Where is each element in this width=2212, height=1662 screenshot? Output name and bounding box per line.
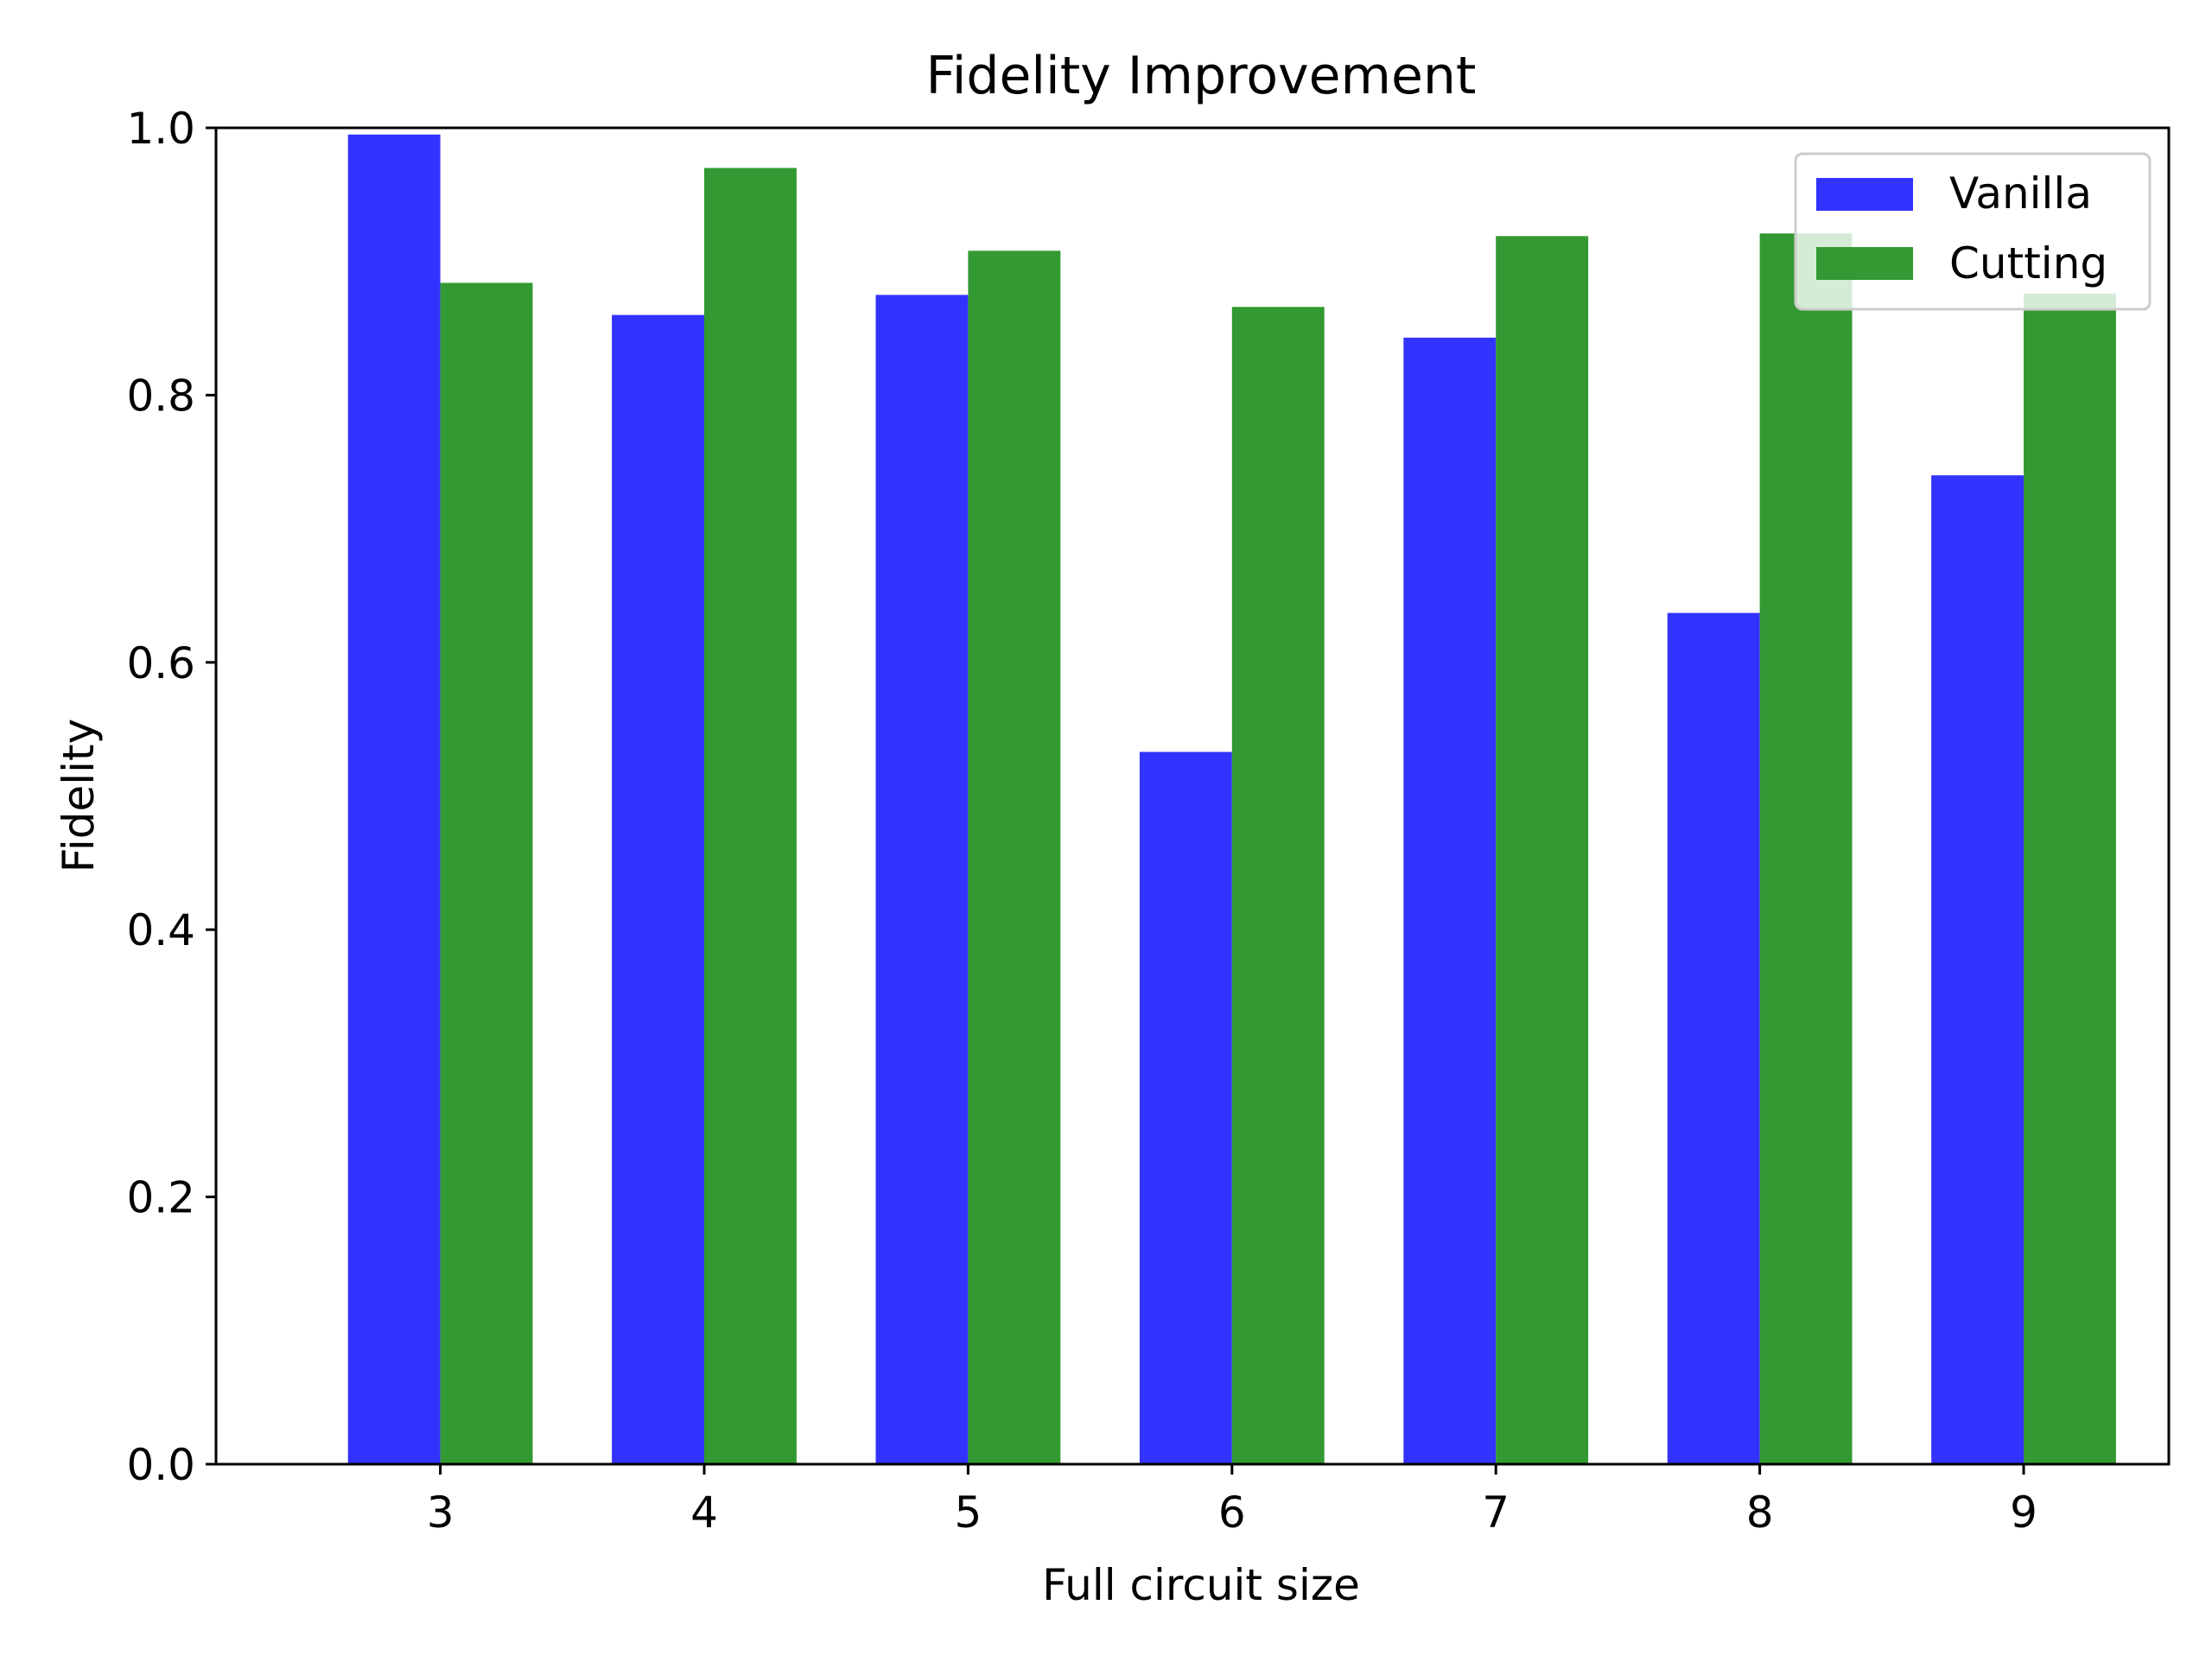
- legend-label-cutting: Cutting: [1949, 238, 2107, 289]
- bar-cutting-9: [2024, 293, 2116, 1465]
- y-tick-label: 0.4: [126, 905, 195, 955]
- chart-title: Fidelity Improvement: [926, 46, 1477, 106]
- legend-swatch-cutting: [1816, 247, 1913, 280]
- x-tick-label: 9: [2010, 1488, 2037, 1538]
- bar-vanilla-8: [1667, 612, 1760, 1464]
- legend-label-vanilla: Vanilla: [1949, 168, 2092, 219]
- bar-vanilla-4: [612, 314, 704, 1465]
- bar-vanilla-5: [875, 295, 969, 1465]
- x-tick-label: 6: [1218, 1488, 1246, 1538]
- bar-cutting-6: [1231, 307, 1325, 1464]
- bar-cutting-5: [968, 251, 1061, 1464]
- x-tick-label: 5: [954, 1488, 982, 1538]
- bar-vanilla-3: [347, 134, 441, 1465]
- bar-cutting-4: [704, 168, 797, 1464]
- y-tick-label: 0.8: [126, 371, 195, 421]
- bar-vanilla-7: [1403, 337, 1497, 1464]
- legend: Vanilla Cutting: [1794, 152, 2152, 311]
- x-tick-label: 3: [427, 1488, 454, 1538]
- bar-vanilla-9: [1931, 475, 2024, 1464]
- bars-layer: [347, 134, 2116, 1465]
- bar-cutting-3: [440, 282, 533, 1465]
- y-tick-label: 0.0: [126, 1440, 195, 1490]
- plot-frame: [214, 126, 2171, 1466]
- bar-vanilla-6: [1139, 752, 1232, 1464]
- bar-cutting-8: [1759, 233, 1853, 1465]
- x-axis-label: Full circuit size: [1042, 1560, 1360, 1610]
- y-axis-label: Fidelity: [54, 719, 104, 873]
- y-tick-label: 1.0: [126, 104, 195, 154]
- y-tick-label: 0.6: [126, 638, 195, 688]
- ticks-layer: 3 4 5 6 7 8 9 0.0 0.2 0.4 0.6 0.8 1.0: [126, 104, 2037, 1538]
- bar-cutting-7: [1496, 236, 1589, 1464]
- x-tick-label: 7: [1482, 1488, 1510, 1538]
- x-tick-label: 4: [690, 1488, 718, 1538]
- legend-swatch-vanilla: [1816, 178, 1913, 211]
- x-tick-label: 8: [1746, 1488, 1774, 1538]
- y-tick-label: 0.2: [126, 1173, 195, 1223]
